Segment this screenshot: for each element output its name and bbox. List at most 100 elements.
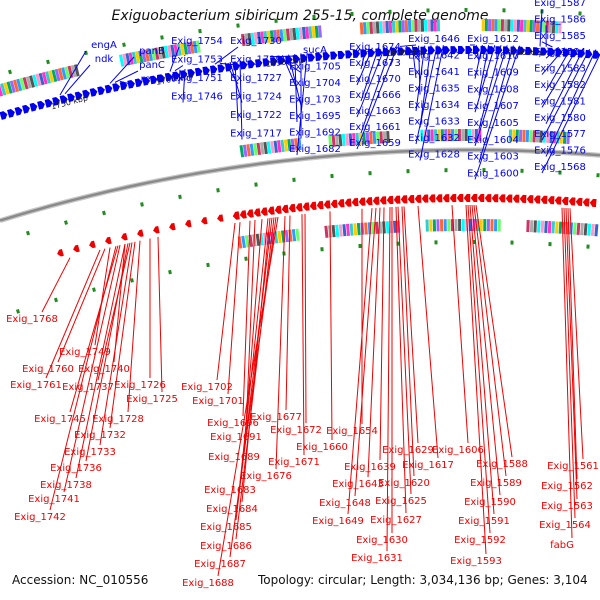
reverse-cds-arrow xyxy=(554,196,562,205)
cog-feature-block xyxy=(353,223,358,236)
cog-feature-block xyxy=(427,129,431,142)
rna-marker xyxy=(596,173,600,178)
forward-cds-arrow xyxy=(270,57,278,66)
leader-line xyxy=(217,216,279,577)
cog-feature-block xyxy=(250,32,256,45)
forward-cds-arrow xyxy=(149,75,158,85)
gene-label-exig-1760: Exig_1760 xyxy=(22,364,74,375)
gene-label-exig-1670: Exig_1670 xyxy=(349,74,401,85)
forward-cds-arrow xyxy=(59,95,68,104)
cog-feature-block xyxy=(0,84,4,97)
leader-line xyxy=(45,249,101,379)
gene-label-exig-1688: Exig_1688 xyxy=(182,578,234,589)
cog-feature-block xyxy=(423,19,428,32)
gene-label-exig-1751: Exig_1751 xyxy=(171,73,223,84)
gene-label-exig-1671: Exig_1671 xyxy=(268,457,320,468)
gene-label-exig-1761: Exig_1761 xyxy=(10,380,62,391)
rna-marker xyxy=(168,269,172,275)
gene-label-exig-1672: Exig_1672 xyxy=(270,425,322,436)
reverse-cds-arrow xyxy=(449,194,457,203)
gene-label-exig-1563: Exig_1563 xyxy=(541,501,593,512)
forward-cds-arrow xyxy=(0,111,8,120)
cog-feature-block xyxy=(526,220,530,233)
leader-line xyxy=(475,204,513,458)
cog-feature-block xyxy=(454,219,458,232)
forward-cds-arrow xyxy=(52,97,60,106)
gene-label-exig-1630: Exig_1630 xyxy=(356,535,408,546)
cog-feature-block xyxy=(29,75,35,88)
reverse-cds-arrow xyxy=(105,236,112,245)
forward-cds-arrow xyxy=(322,52,330,61)
gene-label-exig-1722: Exig_1722 xyxy=(230,110,282,121)
reverse-cds-arrow xyxy=(337,199,345,208)
leader-line xyxy=(465,204,487,555)
leader-line xyxy=(565,207,578,500)
leader-line xyxy=(114,70,139,83)
cog-feature-block xyxy=(464,129,468,142)
reverse-cds-arrow xyxy=(414,194,422,203)
leader-line xyxy=(269,55,298,58)
cog-feature-block xyxy=(481,19,485,32)
gene-label-exig-1605: Exig_1605 xyxy=(467,118,519,129)
reverse-cds-arrow xyxy=(456,194,464,203)
leader-line xyxy=(356,47,373,86)
cog-feature-block xyxy=(259,142,265,155)
cog-feature-block xyxy=(372,131,377,144)
forward-cds-arrow xyxy=(172,71,180,81)
cog-feature-block xyxy=(457,129,461,142)
reverse-cds-arrow xyxy=(498,194,506,203)
cog-feature-block xyxy=(276,29,281,42)
gene-label-exig-1627: Exig_1627 xyxy=(370,515,422,526)
reverse-cds-arrow xyxy=(253,208,261,217)
cog-feature-block xyxy=(587,223,592,236)
forward-cds-arrow xyxy=(540,47,548,56)
gene-label-exig-1702: Exig_1702 xyxy=(181,382,233,393)
reverse-cds-arrow xyxy=(568,197,576,206)
cog-feature-block xyxy=(362,132,367,145)
cog-feature-block xyxy=(32,74,39,87)
leader-line xyxy=(403,206,419,444)
cog-feature-block xyxy=(253,32,259,45)
gene-label-exig-1587: Exig_1587 xyxy=(534,0,586,9)
gene-label-exig-1724: Exig_1724 xyxy=(230,92,282,103)
cog-feature-block xyxy=(298,27,303,40)
forward-cds-arrow xyxy=(22,104,30,114)
forward-cds-arrow xyxy=(164,72,173,82)
cog-feature-block xyxy=(556,131,560,144)
cog-feature-block xyxy=(331,225,336,238)
reverse-cds-arrow xyxy=(267,206,275,215)
accession-text: Accession: NC_010556 xyxy=(12,573,149,587)
reverse-cds-arrow xyxy=(316,200,324,210)
forward-cds-arrow xyxy=(157,74,165,83)
gene-label-exig-1753: Exig_1753 xyxy=(171,55,223,66)
leader-line xyxy=(475,44,480,62)
cog-feature-block xyxy=(186,41,192,55)
leader-line xyxy=(541,47,566,75)
feature-layer xyxy=(0,8,600,314)
cog-feature-block xyxy=(308,26,313,39)
rna-marker xyxy=(548,242,552,247)
cog-feature-block xyxy=(507,19,511,32)
cog-feature-block xyxy=(324,225,329,238)
gene-label-exig-1606: Exig_1606 xyxy=(432,445,484,456)
cog-feature-block xyxy=(19,77,26,91)
cog-feature-block xyxy=(3,82,10,95)
cog-feature-block xyxy=(176,43,182,56)
reverse-cds-arrow xyxy=(246,209,254,218)
cog-feature-block xyxy=(488,19,492,32)
gene-label-exig-1612: Exig_1612 xyxy=(467,34,519,45)
gene-label-exig-1604: Exig_1604 xyxy=(467,135,519,146)
cog-feature-block xyxy=(356,222,361,236)
cog-feature-block xyxy=(515,129,519,142)
forward-cds-arrow xyxy=(450,46,458,55)
cog-feature-block xyxy=(269,30,275,43)
gene-label-exig-1617: Exig_1617 xyxy=(402,460,454,471)
cog-feature-block xyxy=(305,26,310,39)
gene-label-exig-1576: Exig_1576 xyxy=(534,146,586,157)
cog-feature-block xyxy=(590,223,595,237)
cog-feature-block xyxy=(249,143,255,156)
cog-feature-block xyxy=(395,20,399,33)
forward-cds-arrow xyxy=(337,50,345,60)
leader-line xyxy=(478,45,514,163)
cog-feature-block xyxy=(503,19,508,32)
